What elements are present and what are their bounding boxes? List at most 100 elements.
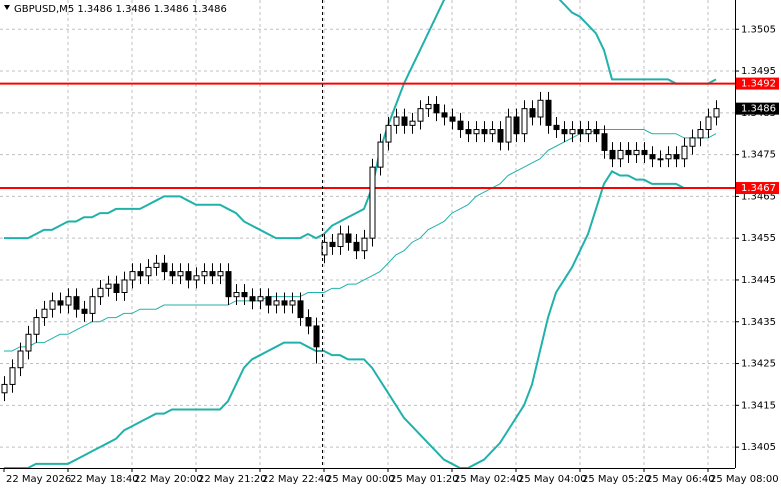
candle-body [593,129,600,135]
candle-body [201,271,208,277]
candle-body [665,154,672,160]
candle-body [617,149,624,160]
y-tick-label: 1.3445 [741,275,776,286]
candle-body [433,103,440,114]
x-tick-label: 22 May 20:00 [134,474,203,485]
level-label-box [736,182,779,195]
candle-body [409,120,416,126]
candle-body [17,350,24,369]
candle-body [193,275,200,281]
candle-body [417,108,424,122]
candle-body [49,300,56,310]
y-tick-label: 1.3455 [741,233,776,244]
candle-body [697,129,704,139]
candle-body [289,300,296,306]
symbol-icon [4,5,10,10]
plot [0,0,735,468]
candle-body [401,116,408,126]
candle-body [657,158,664,161]
candle-body [241,292,248,298]
candle-body [353,241,360,252]
candle-body [529,108,536,118]
candle-body [569,129,576,135]
candle-body [425,103,432,110]
candle-body [553,124,560,131]
candle-body [601,133,608,151]
candle-body [633,149,640,156]
candle-body [393,116,400,126]
candle-body [185,271,192,281]
candle-body [249,296,256,302]
candle-body [217,271,224,277]
candle-body [441,112,448,118]
candle-body [233,292,240,298]
x-tick-label: 25 May 04:00 [518,474,587,485]
candle-body [41,308,48,319]
candle-body [105,283,112,289]
candle-body [225,271,232,298]
candle-body [265,296,272,306]
candle-body [1,383,8,394]
candle-body [9,367,16,385]
candle-body [137,271,144,277]
candle-body [129,271,136,281]
candle-body [169,271,176,277]
x-tick-label: 25 May 08:00 [710,474,779,485]
candle-body [609,149,616,160]
x-tick-label: 22 May 18:40 [70,474,139,485]
price-label-box [736,102,779,115]
candle-body [153,262,160,268]
candle-body [33,317,40,335]
candle-body [337,233,344,248]
y-tick-label: 1.3425 [741,359,776,370]
y-tick-label: 1.3435 [741,317,776,328]
candle-body [465,129,472,135]
band-line [4,170,716,468]
chart-title: GBPUSD,M5 1.3486 1.3486 1.3486 1.3486 [14,4,227,15]
level-label: 1.3467 [741,183,776,194]
candle-body [497,129,504,143]
candle-body [81,308,88,314]
candle-body [369,166,376,239]
candle-body [689,137,696,147]
candle-body [513,116,520,135]
candle-body [345,233,352,243]
y-tick-label: 1.3495 [741,66,776,77]
candle-body [561,129,568,135]
candle-body [329,241,336,248]
candle-body [273,300,280,306]
candle-body [505,116,512,143]
candle-body [649,154,656,160]
candle-body [449,116,456,122]
candle-body [25,333,32,352]
level-label-box [736,77,779,90]
candle-body [297,300,304,319]
candle-body [361,237,368,252]
candle-body [145,266,152,277]
candle-body [385,124,392,143]
candle-body [705,116,712,131]
candle-body [313,325,320,348]
level-label: 1.3492 [741,79,776,90]
candle-body [641,149,648,156]
y-tick-label: 1.3505 [741,24,776,35]
candle-body [281,300,288,306]
y-tick-label: 1.3415 [741,400,776,411]
candle-body [113,283,120,293]
x-tick-label: 22 May 2026 [6,474,71,485]
y-tick-label: 1.3475 [741,150,776,161]
x-tick-label: 25 May 02:40 [454,474,523,485]
candle-body [489,129,496,135]
candle-body [305,317,312,327]
candle-body [121,279,128,294]
candle-body [257,296,264,302]
candle-body [377,141,384,168]
x-tick-label: 25 May 00:00 [326,474,395,485]
candle-body [209,271,216,277]
candle-body [481,129,488,135]
candle-body [577,129,584,135]
candle-body [89,296,96,314]
